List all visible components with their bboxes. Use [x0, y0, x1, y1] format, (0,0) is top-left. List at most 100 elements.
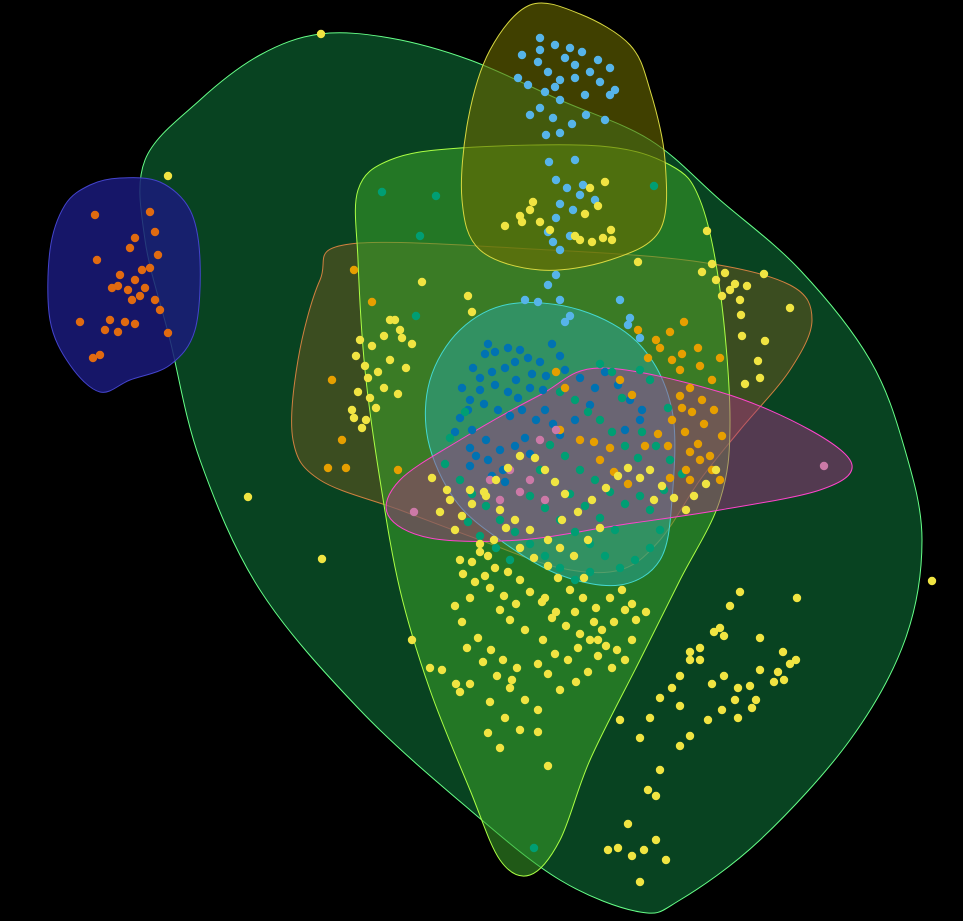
scatter-point-yellow [573, 643, 583, 653]
scatter-point-orange [679, 317, 689, 327]
scatter-point-orange-red [140, 283, 150, 293]
scatter-point-yellow [478, 657, 488, 667]
scatter-point-orange [665, 327, 675, 337]
scatter-point-yellow [520, 695, 530, 705]
scatter-point-yellow [500, 713, 510, 723]
scatter-point-yellow [489, 535, 499, 545]
scatter-point-blue [538, 385, 548, 395]
scatter-point-yellow [585, 635, 595, 645]
scatter-point-yellow [512, 663, 522, 673]
scatter-point-yellow [395, 325, 405, 335]
scatter-point-teal-green [440, 459, 450, 469]
scatter-point-yellow [570, 231, 580, 241]
scatter-point-yellow [785, 659, 795, 669]
scatter-point-orange-red [135, 291, 145, 301]
scatter-point-teal-green [637, 427, 647, 437]
scatter-point-yellow [571, 677, 581, 687]
scatter-point-yellow [609, 617, 619, 627]
scatter-point-yellow [655, 765, 665, 775]
scatter-point-teal-green [585, 567, 595, 577]
scatter-point-teal-green [411, 311, 421, 321]
scatter-point-orange-red [127, 295, 137, 305]
scatter-point-yellow [792, 593, 802, 603]
scatter-point-yellow [563, 655, 573, 665]
scatter-point-blue [523, 353, 533, 363]
scatter-point-yellow [583, 535, 593, 545]
scatter-point-yellow [355, 335, 365, 345]
scatter-point-teal-green [630, 555, 640, 565]
scatter-point-orange [675, 391, 685, 401]
scatter-point-yellow [773, 667, 783, 677]
scatter-point-blue [490, 347, 500, 357]
scatter-point-yellow [550, 477, 560, 487]
scatter-point-yellow [353, 387, 363, 397]
scatter-point-yellow [573, 507, 583, 517]
scatter-point-orange [341, 463, 351, 473]
scatter-point-yellow [490, 563, 500, 573]
scatter-point-yellow [645, 465, 655, 475]
scatter-point-orange [605, 443, 615, 453]
scatter-point-yellow [515, 575, 525, 585]
scatter-point-yellow [605, 593, 615, 603]
scatter-point-orange [327, 375, 337, 385]
scatter-point-yellow [473, 633, 483, 643]
scatter-point-sky-blue [623, 320, 633, 330]
scatter-point-yellow [623, 819, 633, 829]
scatter-point-yellow [669, 493, 679, 503]
cluster-hull-olive-hull [460, 2, 668, 271]
scatter-point-yellow [742, 281, 752, 291]
scatter-point-yellow [778, 647, 788, 657]
scatter-point-yellow [530, 453, 540, 463]
scatter-point-orange [349, 265, 359, 275]
scatter-point-yellow [515, 451, 525, 461]
scatter-point-yellow [470, 577, 480, 587]
scatter-point-sky-blue [551, 175, 561, 185]
scatter-point-yellow [243, 492, 253, 502]
scatter-point-yellow [720, 268, 730, 278]
scatter-point-orange [575, 435, 585, 445]
scatter-point-sky-blue [578, 180, 588, 190]
scatter-point-yellow [551, 607, 561, 617]
scatter-point-pink [540, 495, 550, 505]
scatter-point-sky-blue [567, 119, 577, 129]
scatter-point-pink [525, 475, 535, 485]
scatter-point-pink [819, 461, 829, 471]
scatter-point-yellow [525, 525, 535, 535]
scatter-point-yellow [425, 663, 435, 673]
scatter-point-yellow [458, 569, 468, 579]
scatter-point-orange-red [92, 255, 102, 265]
scatter-point-teal-green [540, 503, 550, 513]
scatter-point-yellow [510, 515, 520, 525]
scatter-point-sky-blue [548, 113, 558, 123]
scatter-point-yellow [635, 733, 645, 743]
scatter-point-yellow [689, 491, 699, 501]
scatter-point-teal-green [595, 513, 605, 523]
scatter-point-orange-red [100, 325, 110, 335]
scatter-point-orange-red [95, 350, 105, 360]
scatter-point-yellow [351, 351, 361, 361]
scatter-point-teal-green [665, 455, 675, 465]
scatter-point-yellow [533, 659, 543, 669]
scatter-point-yellow [725, 601, 735, 611]
scatter-point-blue [450, 427, 460, 437]
scatter-point-yellow [633, 257, 643, 267]
scatter-point-blue [525, 383, 535, 393]
scatter-point-yellow [681, 505, 691, 515]
scatter-point-sky-blue [568, 205, 578, 215]
scatter-point-yellow [475, 539, 485, 549]
scatter-point-yellow [535, 217, 545, 227]
scatter-point-yellow [565, 585, 575, 595]
scatter-point-yellow [543, 669, 553, 679]
scatter-point-orange [685, 383, 695, 393]
scatter-point-yellow [503, 567, 513, 577]
scatter-point-yellow [480, 571, 490, 581]
scatter-point-yellow [555, 685, 565, 695]
scatter-point-blue [475, 373, 485, 383]
scatter-point-sky-blue [533, 57, 543, 67]
scatter-point-yellow [579, 573, 589, 583]
scatter-point-teal-green [445, 433, 455, 443]
scatter-point-blue [465, 443, 475, 453]
scatter-point-pink [495, 495, 505, 505]
scatter-point-yellow [401, 363, 411, 373]
scatter-point-sky-blue [544, 157, 554, 167]
